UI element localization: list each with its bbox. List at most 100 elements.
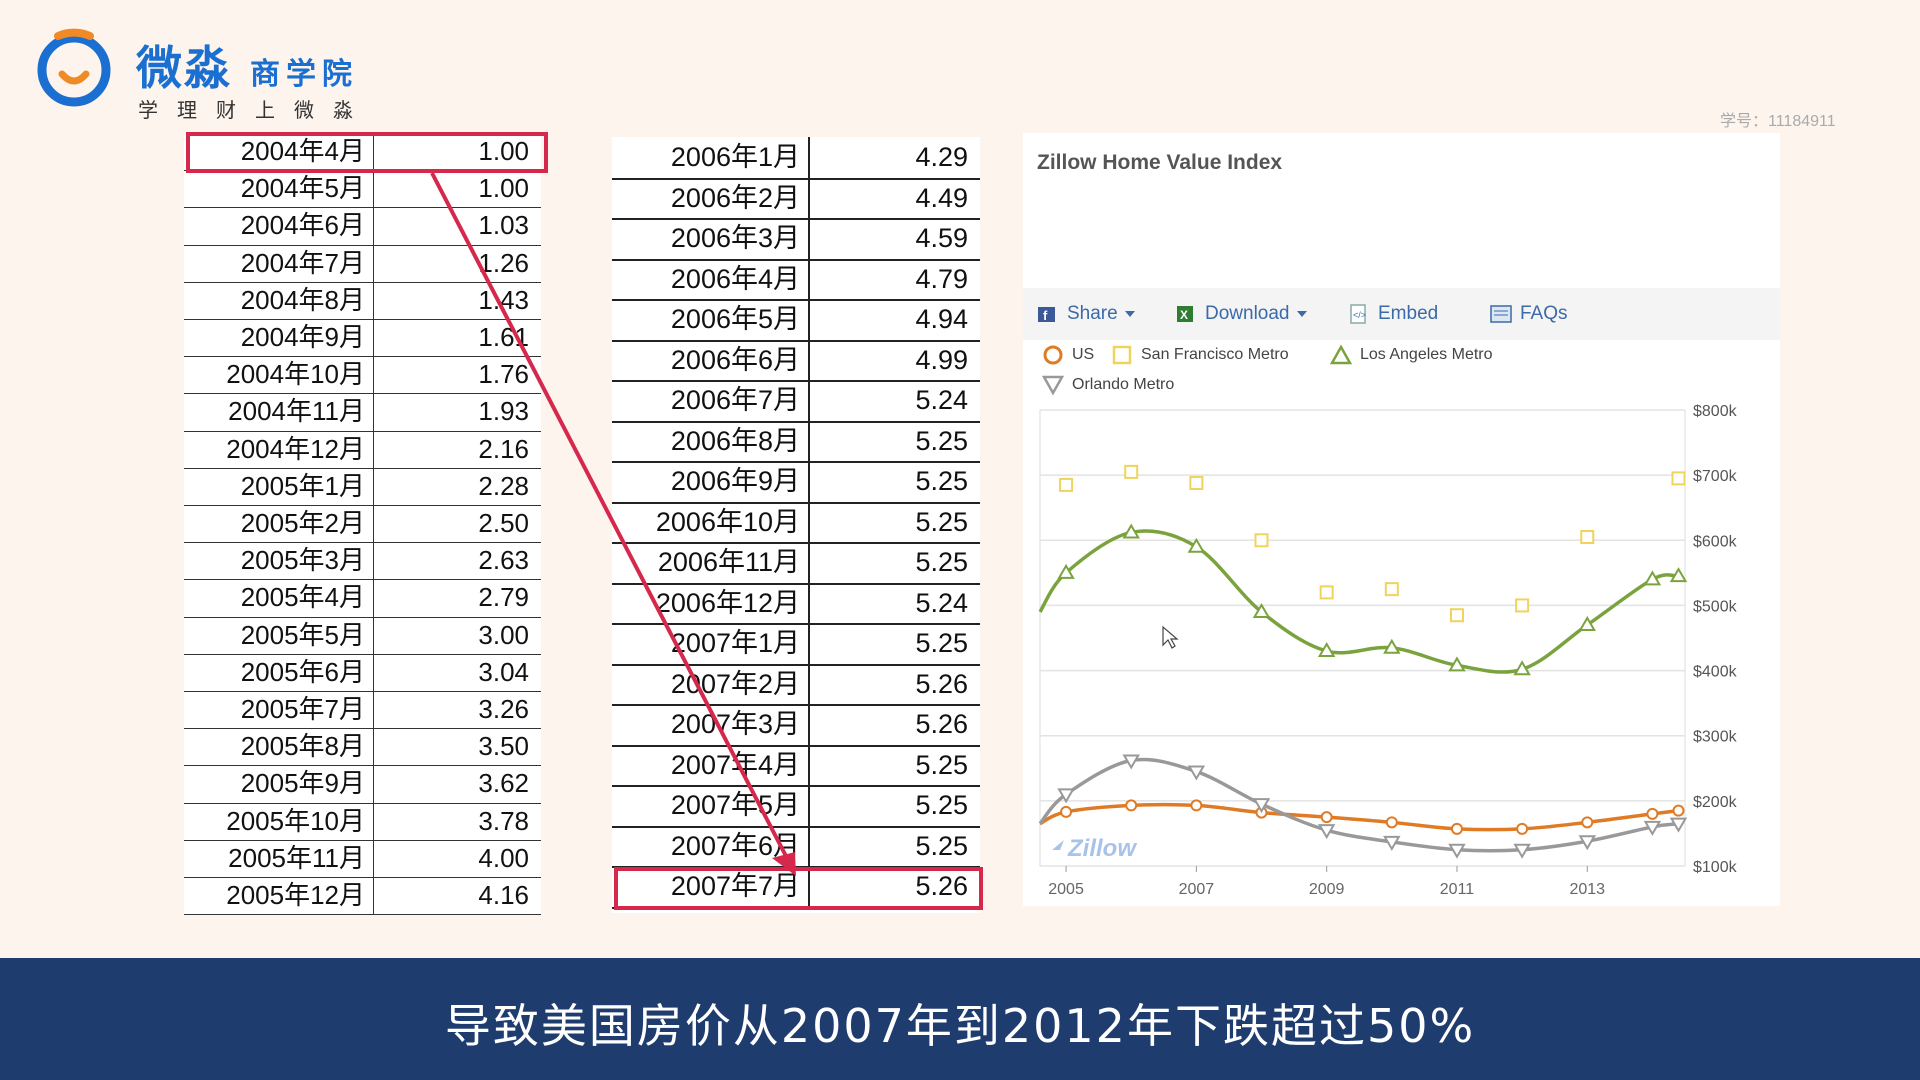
svg-text:</>: </> <box>1353 310 1366 320</box>
value-cell: 2.79 <box>478 582 529 613</box>
legend-orlando[interactable]: Orlando Metro <box>1042 374 1174 396</box>
legend-orlando-label: Orlando Metro <box>1072 376 1175 393</box>
legend-us[interactable]: US <box>1042 344 1094 366</box>
la-point <box>1187 537 1206 553</box>
zillow-watermark: Zillow <box>1067 835 1137 862</box>
embed-button[interactable]: </> Embed <box>1348 299 1438 329</box>
subtitle-bar <box>0 958 1920 1080</box>
legend-sf-label: San Francisco Metro <box>1141 346 1289 363</box>
table-row: 2005年8月 3.50 <box>184 728 541 767</box>
table-row: 2005年5月 3.00 <box>184 616 541 655</box>
date-cell: 2006年1月 <box>612 137 810 178</box>
circle-marker-icon <box>1043 345 1063 365</box>
date-cell: 2006年11月 <box>612 542 810 583</box>
download-button[interactable]: X Download <box>1175 299 1307 329</box>
date-cell: 2004年11月 <box>184 393 374 431</box>
table-row: 2005年9月 3.62 <box>184 765 541 804</box>
date-cell: 2006年3月 <box>612 218 810 259</box>
orlando-point <box>1252 798 1271 814</box>
value-cell: 5.25 <box>915 749 968 780</box>
legend-sf[interactable]: San Francisco Metro <box>1111 344 1289 366</box>
value-cell: 5.25 <box>915 830 968 861</box>
share-icon: f <box>1038 307 1055 323</box>
us-point <box>1672 804 1685 817</box>
value-cell: 3.50 <box>478 731 529 762</box>
value-cell: 4.79 <box>915 263 968 294</box>
student-id-label: 学号：11184911 <box>1720 113 1836 130</box>
orlando-point <box>1513 843 1531 859</box>
date-cell: 2007年4月 <box>612 744 810 785</box>
logo-ring-icon <box>37 28 111 107</box>
date-cell: 2004年4月 <box>184 133 374 171</box>
date-cell: 2004年7月 <box>184 244 374 282</box>
value-cell: 2.16 <box>478 433 529 464</box>
value-cell: 5.26 <box>915 709 968 739</box>
table-row: 2007年4月 5.25 <box>612 744 980 787</box>
sf-point <box>1254 533 1269 548</box>
x-tick-label: 2009 <box>1309 881 1345 898</box>
table-row: 2005年1月 2.28 <box>184 467 541 506</box>
table-row: 2007年2月 5.26 <box>612 663 980 706</box>
value-cell: 4.99 <box>915 344 968 375</box>
embed-label: Embed <box>1378 303 1439 324</box>
table-row: 2006年5月 4.94 <box>612 299 980 342</box>
value-cell: 1.26 <box>478 247 529 278</box>
us-point <box>1320 811 1333 824</box>
table-row: 2004年9月 1.61 <box>184 319 541 358</box>
faqs-button[interactable]: FAQs <box>1490 299 1568 329</box>
x-tick-label: 2011 <box>1440 881 1475 898</box>
orlando-point <box>1643 820 1662 836</box>
sf-point <box>1059 477 1074 492</box>
table-row: 2006年10月 5.25 <box>612 501 980 544</box>
table-row: 2005年11月 4.00 <box>184 839 541 878</box>
table-row: 2004年4月 1.00 <box>184 133 541 172</box>
value-cell: 4.29 <box>915 142 968 172</box>
orlando-point <box>1669 817 1688 833</box>
date-cell: 2006年8月 <box>612 420 810 461</box>
orlando-point <box>1383 835 1401 851</box>
legend-us-label: US <box>1072 346 1095 363</box>
table-row: 2005年6月 3.04 <box>184 653 541 692</box>
table-row: 2005年7月 3.26 <box>184 691 541 730</box>
date-cell: 2006年7月 <box>612 380 810 421</box>
table-row: 2005年2月 2.50 <box>184 505 541 544</box>
value-cell: 2.28 <box>478 470 529 501</box>
date-cell: 2006年2月 <box>612 177 810 218</box>
la-point <box>1643 570 1662 586</box>
excel-icon: X <box>1177 306 1193 322</box>
table-row: 2007年6月 5.25 <box>612 825 980 868</box>
value-cell: 5.25 <box>915 547 968 577</box>
la-point <box>1448 656 1466 672</box>
date-cell: 2007年2月 <box>612 663 810 704</box>
legend-la[interactable]: Los Angeles Metro <box>1330 344 1493 366</box>
date-cell: 2006年10月 <box>612 501 810 542</box>
date-cell: 2006年12月 <box>612 582 810 623</box>
share-button[interactable]: f Share <box>1037 299 1135 329</box>
us-point <box>1516 822 1529 835</box>
triangle-up-marker-icon <box>1330 344 1352 365</box>
value-cell: 4.49 <box>915 182 968 213</box>
highlight-end-row <box>614 867 983 910</box>
date-cell: 2005年5月 <box>184 616 374 654</box>
zillow-line-chart: $100k $200k $300k $400k $500k $600k $700k $800k… <box>1038 403 1738 898</box>
value-cell: 5.26 <box>915 668 968 699</box>
sf-point <box>1384 582 1399 597</box>
share-caret-icon <box>1124 311 1135 317</box>
sf-point <box>1189 475 1204 490</box>
date-cell: 2004年5月 <box>184 170 374 208</box>
download-label: Download <box>1205 303 1290 324</box>
sf-point <box>1580 530 1595 545</box>
value-cell: 1.03 <box>478 210 529 241</box>
us-point <box>1646 807 1659 820</box>
square-marker-icon <box>1112 345 1132 365</box>
triangle-down-marker-icon <box>1042 375 1064 396</box>
download-caret-icon <box>1296 311 1307 317</box>
date-cell: 2006年9月 <box>612 461 810 502</box>
la-point <box>1383 638 1401 654</box>
us-point <box>1450 822 1463 835</box>
sf-point <box>1671 471 1686 486</box>
value-cell: 5.24 <box>915 385 968 415</box>
table-row: 2005年12月 4.16 <box>184 877 541 916</box>
value-cell: 5.25 <box>915 790 968 820</box>
legend-la-label: Los Angeles Metro <box>1360 346 1493 363</box>
